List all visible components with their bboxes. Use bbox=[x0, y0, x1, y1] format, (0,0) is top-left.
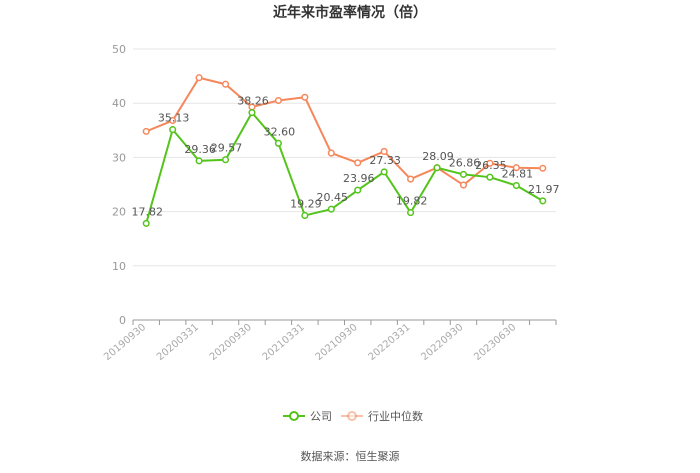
data-point-company[interactable] bbox=[539, 197, 547, 205]
data-label-company: 35.13 bbox=[158, 112, 190, 125]
data-point-company[interactable] bbox=[169, 126, 177, 134]
x-tick-label: 20210331 bbox=[261, 322, 307, 363]
data-point-company[interactable] bbox=[142, 219, 150, 227]
series-line-company bbox=[145, 111, 544, 224]
data-point-industry-median[interactable] bbox=[169, 116, 177, 125]
legend-label-company: 公司 bbox=[310, 410, 332, 423]
data-point-company[interactable] bbox=[274, 139, 282, 147]
x-tick-label: 20200331 bbox=[155, 322, 201, 363]
legend-marker-company bbox=[289, 411, 299, 421]
y-tick-label: 50 bbox=[112, 43, 126, 56]
data-point-company[interactable] bbox=[512, 181, 520, 190]
data-label-company: 26.35 bbox=[475, 159, 507, 172]
data-label-company: 17.82 bbox=[131, 205, 163, 218]
data-label-company: 23.96 bbox=[343, 172, 375, 185]
x-tick-label: 20220331 bbox=[366, 322, 412, 363]
data-point-industry-median[interactable] bbox=[221, 80, 230, 88]
data-point-industry-median[interactable] bbox=[195, 74, 203, 82]
data-source: 数据来源：恒生聚源 bbox=[301, 449, 400, 463]
data-label-company: 29.36 bbox=[184, 143, 216, 156]
legend: 公司 行业中位数 bbox=[283, 409, 423, 423]
y-tick-label: 20 bbox=[112, 206, 126, 219]
data-point-company[interactable] bbox=[459, 170, 468, 178]
data-point-industry-median[interactable] bbox=[512, 164, 520, 172]
data-point-industry-median[interactable] bbox=[407, 175, 415, 183]
series-layer bbox=[142, 74, 547, 227]
legend-item-industry-median[interactable]: 行业中位数 bbox=[341, 409, 423, 423]
x-tick-label: 20210930 bbox=[314, 322, 360, 363]
data-point-industry-median[interactable] bbox=[380, 147, 388, 155]
data-point-company[interactable] bbox=[380, 168, 388, 176]
legend-label-industry-median: 行业中位数 bbox=[368, 409, 423, 423]
data-point-industry-median[interactable] bbox=[354, 159, 362, 167]
data-point-company[interactable] bbox=[301, 211, 309, 219]
data-point-company[interactable] bbox=[248, 109, 256, 117]
y-tick-label: 30 bbox=[112, 151, 126, 164]
data-point-company[interactable] bbox=[195, 157, 203, 165]
data-point-company[interactable] bbox=[221, 156, 230, 164]
data-point-industry-median[interactable] bbox=[539, 164, 547, 172]
data-label-company: 28.09 bbox=[422, 150, 454, 163]
legend-item-company[interactable]: 公司 bbox=[283, 410, 332, 423]
data-point-company[interactable] bbox=[407, 209, 415, 217]
data-label-company: 27.33 bbox=[369, 154, 401, 167]
data-label-company: 29.57 bbox=[211, 142, 243, 155]
data-label-company: 32.60 bbox=[264, 125, 296, 138]
data-label-company: 26.86 bbox=[449, 156, 481, 169]
legend-marker-industry-median bbox=[347, 411, 357, 421]
y-tick-label: 0 bbox=[119, 314, 126, 327]
data-label-company: 19.82 bbox=[396, 195, 428, 208]
x-tick-label: 20190930 bbox=[102, 322, 148, 363]
x-tick-label: 20230630 bbox=[472, 322, 518, 363]
data-point-industry-median[interactable] bbox=[459, 181, 468, 189]
data-label-company: 20.45 bbox=[317, 191, 349, 204]
data-point-industry-median[interactable] bbox=[486, 159, 494, 167]
data-label-company: 19.29 bbox=[290, 197, 322, 210]
y-tick-label: 10 bbox=[112, 260, 126, 273]
data-point-industry-median[interactable] bbox=[274, 96, 282, 105]
y-tick-label: 40 bbox=[112, 97, 126, 110]
data-point-company[interactable] bbox=[486, 173, 494, 181]
x-tick-label: 20220930 bbox=[419, 322, 465, 363]
data-point-company[interactable] bbox=[433, 164, 441, 172]
data-point-company[interactable] bbox=[327, 205, 335, 213]
data-point-industry-median[interactable] bbox=[142, 127, 150, 135]
data-point-industry-median[interactable] bbox=[327, 149, 335, 157]
data-label-company: 24.81 bbox=[502, 168, 534, 181]
data-point-industry-median[interactable] bbox=[301, 93, 309, 101]
data-label-company: 38.26 bbox=[237, 95, 269, 108]
data-label-company: 21.97 bbox=[528, 183, 560, 196]
series-line-industry-median bbox=[145, 76, 543, 187]
x-tick-label: 20200930 bbox=[208, 322, 254, 363]
chart-title: 近年来市盈率情况（倍） bbox=[273, 4, 427, 21]
data-point-company[interactable] bbox=[354, 186, 362, 194]
x-axis: 20190930 20200331 20200930 20210331 20210930… bbox=[102, 319, 557, 363]
y-axis: 0 10 20 30 40 50 bbox=[112, 43, 126, 327]
